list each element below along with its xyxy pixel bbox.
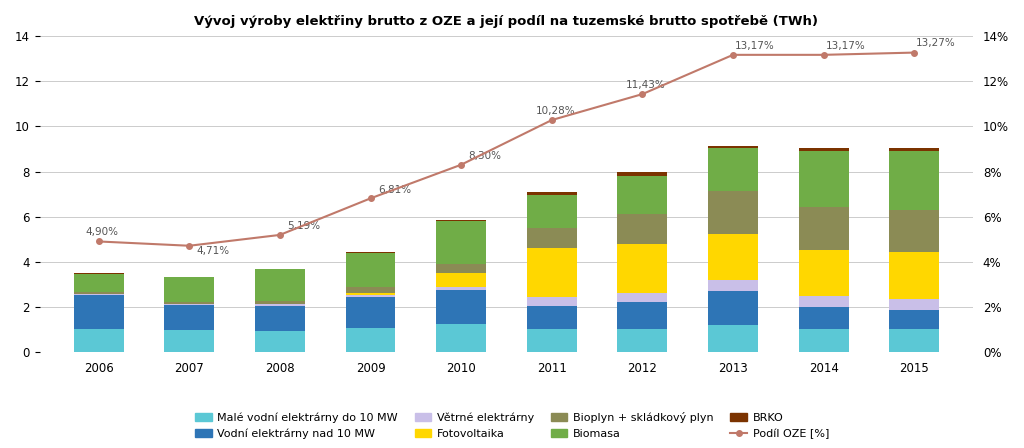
Text: 10,28%: 10,28% bbox=[536, 107, 575, 116]
Title: Vývoj výroby elektřiny brutto z OZE a její podíl na tuzemské brutto spotřebě (TW: Vývoj výroby elektřiny brutto z OZE a je… bbox=[195, 15, 818, 28]
Bar bbox=[436, 287, 486, 290]
Bar bbox=[889, 210, 939, 252]
Bar bbox=[74, 329, 124, 352]
Bar bbox=[708, 191, 758, 233]
Bar bbox=[617, 214, 668, 244]
Bar bbox=[617, 244, 668, 293]
Bar bbox=[74, 292, 124, 293]
Bar bbox=[345, 288, 395, 293]
Bar bbox=[74, 273, 124, 274]
Bar bbox=[345, 297, 395, 328]
Text: 11,43%: 11,43% bbox=[626, 81, 666, 90]
Bar bbox=[799, 151, 849, 207]
Bar bbox=[526, 297, 577, 306]
Bar bbox=[436, 264, 486, 273]
Bar bbox=[345, 252, 395, 253]
Bar bbox=[164, 305, 214, 330]
Bar bbox=[255, 304, 305, 306]
Text: 13,27%: 13,27% bbox=[916, 38, 955, 48]
Bar bbox=[74, 295, 124, 329]
Bar bbox=[799, 250, 849, 296]
Bar bbox=[889, 151, 939, 210]
Bar bbox=[799, 207, 849, 250]
Bar bbox=[799, 296, 849, 307]
Text: 5,19%: 5,19% bbox=[287, 221, 321, 231]
Bar bbox=[708, 233, 758, 280]
Bar bbox=[617, 329, 668, 352]
Text: 4,71%: 4,71% bbox=[197, 246, 229, 256]
Bar bbox=[436, 324, 486, 352]
Bar bbox=[889, 148, 939, 151]
Bar bbox=[526, 329, 577, 352]
Bar bbox=[708, 148, 758, 191]
Bar bbox=[526, 306, 577, 329]
Bar bbox=[255, 306, 305, 331]
Bar bbox=[164, 330, 214, 352]
Text: 6,81%: 6,81% bbox=[378, 185, 411, 195]
Bar bbox=[436, 221, 486, 264]
Bar bbox=[164, 277, 214, 302]
Bar bbox=[255, 269, 305, 302]
Bar bbox=[255, 302, 305, 304]
Bar bbox=[617, 302, 668, 329]
Bar bbox=[345, 328, 395, 352]
Bar bbox=[799, 307, 849, 329]
Bar bbox=[617, 293, 668, 302]
Bar bbox=[255, 331, 305, 352]
Text: 8,30%: 8,30% bbox=[468, 151, 502, 161]
Bar bbox=[617, 172, 668, 176]
Bar bbox=[164, 304, 214, 305]
Bar bbox=[708, 280, 758, 291]
Bar bbox=[708, 146, 758, 148]
Bar bbox=[436, 220, 486, 221]
Bar bbox=[526, 248, 577, 297]
Bar bbox=[708, 291, 758, 325]
Bar bbox=[436, 273, 486, 287]
Bar bbox=[74, 293, 124, 295]
Bar bbox=[345, 293, 395, 295]
Bar bbox=[799, 148, 849, 151]
Bar bbox=[526, 228, 577, 248]
Bar bbox=[617, 176, 668, 214]
Bar bbox=[889, 299, 939, 310]
Bar bbox=[436, 290, 486, 324]
Bar bbox=[526, 192, 577, 194]
Text: 4,90%: 4,90% bbox=[85, 227, 118, 237]
Bar bbox=[526, 194, 577, 228]
Bar bbox=[74, 274, 124, 292]
Bar bbox=[345, 295, 395, 297]
Bar bbox=[889, 252, 939, 299]
Legend: Malé vodní elektrárny do 10 MW, Vodní elektrárny nad 10 MW, Větrné elektrárny, F: Malé vodní elektrárny do 10 MW, Vodní el… bbox=[191, 409, 833, 443]
Bar bbox=[345, 253, 395, 288]
Bar bbox=[708, 325, 758, 352]
Bar bbox=[889, 329, 939, 352]
Bar bbox=[799, 329, 849, 352]
Text: 13,17%: 13,17% bbox=[735, 40, 774, 51]
Bar bbox=[889, 310, 939, 329]
Bar bbox=[164, 302, 214, 304]
Text: 13,17%: 13,17% bbox=[825, 40, 865, 51]
